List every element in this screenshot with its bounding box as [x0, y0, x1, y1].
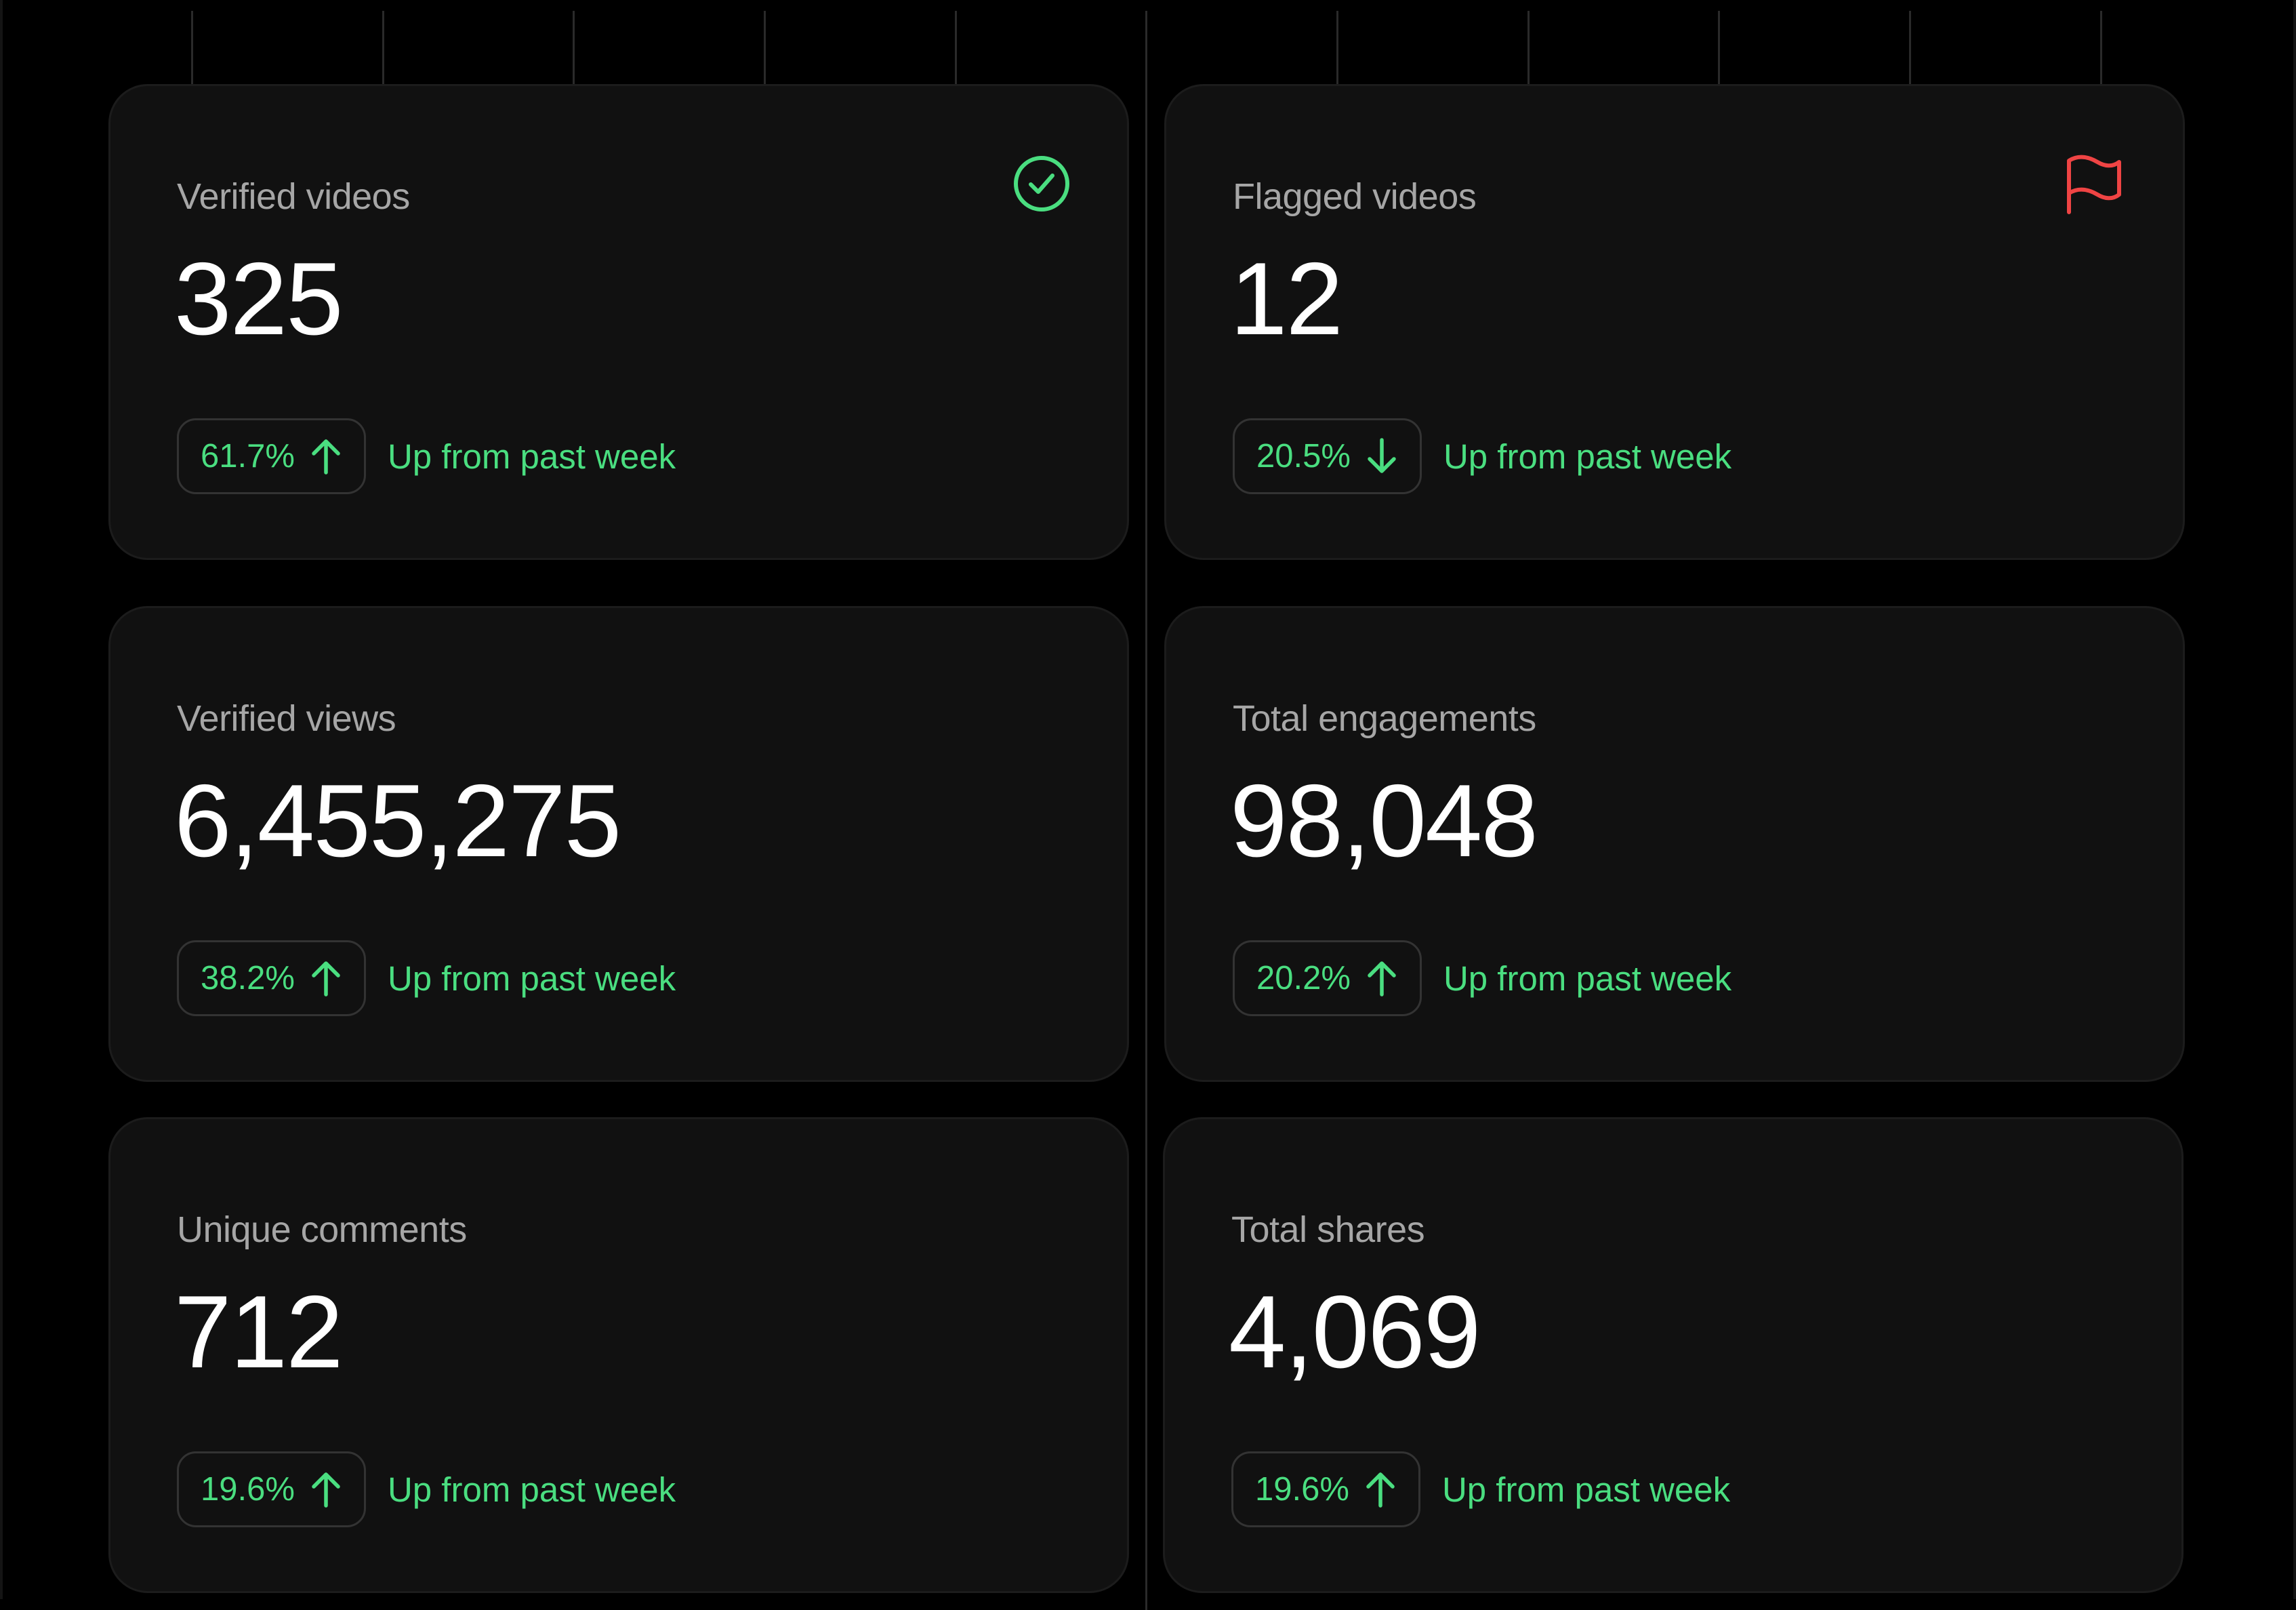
change-badge: 19.6%	[1231, 1451, 1420, 1527]
change-note: Up from past week	[387, 1470, 676, 1509]
change-percent: 19.6%	[201, 1471, 295, 1508]
change-note: Up from past week	[387, 959, 676, 998]
change-badge: 61.7%	[177, 418, 366, 494]
arrow-up-icon	[1363, 1469, 1398, 1510]
arrow-up-icon	[308, 958, 344, 999]
arrow-up-icon	[1364, 958, 1399, 999]
stat-change-row: 61.7% Up from past week	[177, 416, 676, 496]
change-percent: 19.6%	[1255, 1471, 1349, 1508]
stat-value: 4,069	[1229, 1274, 1481, 1390]
stat-value: 325	[174, 241, 344, 357]
change-note: Up from past week	[1443, 959, 1732, 998]
change-badge: 20.5%	[1233, 418, 1422, 494]
right-edge	[2293, 0, 2296, 1599]
stat-card-total-engagements: Total engagements 98,048 20.2% Up from p…	[1164, 606, 2185, 1082]
stat-change-row: 19.6% Up from past week	[177, 1449, 676, 1529]
change-badge: 38.2%	[177, 940, 366, 1016]
stat-change-row: 20.2% Up from past week	[1233, 938, 1731, 1018]
stat-label: Total engagements	[1233, 698, 1536, 739]
check-circle-icon	[1009, 151, 1074, 216]
stat-card-total-shares: Total shares 4,069 19.6% Up from past we…	[1163, 1117, 2184, 1593]
stat-card-unique-comments: Unique comments 712 19.6% Up from past w…	[108, 1117, 1129, 1593]
change-badge: 19.6%	[177, 1451, 366, 1527]
stat-card-verified-videos: Verified videos 325 61.7% Up from past w…	[108, 84, 1129, 560]
stat-card-verified-views: Verified views 6,455,275 38.2% Up from p…	[108, 606, 1129, 1082]
stat-change-row: 19.6% Up from past week	[1231, 1449, 1730, 1529]
stat-change-row: 38.2% Up from past week	[177, 938, 676, 1018]
stat-value: 712	[174, 1274, 344, 1390]
stat-label: Unique comments	[177, 1209, 467, 1250]
stat-value: 12	[1230, 241, 1343, 357]
stat-value: 98,048	[1230, 763, 1538, 879]
change-note: Up from past week	[1443, 437, 1732, 476]
change-badge: 20.2%	[1233, 940, 1422, 1016]
arrow-up-icon	[308, 436, 344, 477]
change-note: Up from past week	[1441, 1470, 1731, 1509]
stat-value: 6,455,275	[174, 763, 621, 879]
stat-label: Verified views	[177, 698, 396, 739]
stat-label: Total shares	[1231, 1209, 1425, 1250]
arrow-up-icon	[308, 1469, 344, 1510]
flag-icon	[2059, 151, 2125, 216]
change-percent: 20.2%	[1256, 960, 1351, 997]
change-percent: 38.2%	[201, 960, 295, 997]
change-note: Up from past week	[387, 437, 676, 476]
change-percent: 61.7%	[201, 438, 295, 475]
left-edge	[0, 0, 3, 1599]
stat-change-row: 20.5% Up from past week	[1233, 416, 1731, 496]
change-percent: 20.5%	[1256, 438, 1351, 475]
stat-label: Verified videos	[177, 176, 410, 217]
stat-card-flagged-videos: Flagged videos 12 20.5% Up from past wee…	[1164, 84, 2185, 560]
arrow-down-icon	[1364, 436, 1399, 477]
stat-label: Flagged videos	[1233, 176, 1477, 217]
